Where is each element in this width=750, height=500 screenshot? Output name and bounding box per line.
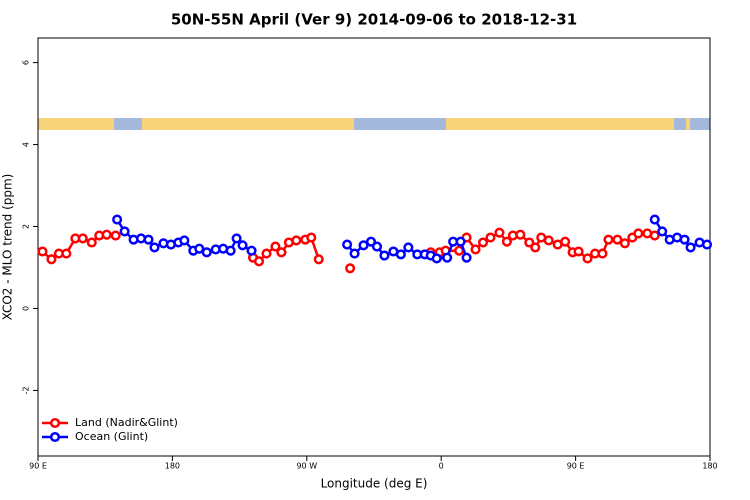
point	[77, 233, 88, 244]
point	[582, 253, 593, 264]
point	[253, 256, 265, 267]
point	[403, 242, 414, 253]
point	[597, 248, 608, 259]
point	[225, 245, 236, 256]
y-tick-label: 4	[22, 142, 31, 147]
point	[61, 248, 72, 259]
point	[119, 226, 130, 237]
point	[342, 239, 353, 250]
point	[276, 247, 287, 258]
point	[306, 232, 317, 243]
point	[143, 234, 154, 245]
point	[573, 246, 584, 257]
chart-title: 50N-55N April (Ver 9) 2014-09-06 to 2018…	[171, 11, 577, 29]
point	[345, 263, 356, 274]
point	[349, 248, 360, 259]
y-axis-label: XCO2 - MLO trend (ppm)	[1, 174, 15, 321]
point	[461, 252, 472, 263]
point	[291, 235, 302, 246]
point	[395, 249, 406, 260]
point	[501, 236, 512, 247]
x-tick-label: 90 W	[296, 462, 317, 471]
point	[603, 234, 614, 245]
point	[270, 241, 281, 252]
legend-marker	[49, 417, 61, 429]
legend-marker	[49, 431, 61, 443]
point	[701, 239, 713, 250]
point	[470, 244, 481, 255]
point	[679, 234, 690, 245]
point	[365, 236, 377, 247]
x-tick-label: 90 E	[29, 462, 47, 471]
point	[455, 236, 466, 247]
point	[37, 246, 48, 257]
y-tick-label: 2	[22, 224, 31, 229]
point	[313, 254, 324, 265]
point	[179, 235, 190, 246]
point	[237, 240, 248, 251]
point	[112, 214, 123, 225]
y-tick-label: 0	[22, 306, 31, 311]
point	[431, 253, 442, 264]
point	[530, 242, 541, 253]
legend-label: Ocean (Glint)	[75, 430, 148, 443]
point	[86, 237, 97, 248]
point	[371, 241, 383, 252]
legend-label: Land (Nadir&Glint)	[75, 416, 178, 429]
point	[358, 240, 369, 251]
point	[194, 243, 205, 254]
y-tick-label: 6	[22, 60, 31, 65]
x-tick-label: 0	[439, 462, 444, 471]
point	[649, 214, 660, 225]
point	[612, 234, 623, 245]
point	[46, 254, 57, 265]
point	[261, 248, 272, 259]
land-ocean-strip	[38, 118, 710, 130]
point	[543, 235, 554, 246]
point	[515, 229, 526, 240]
point	[110, 230, 121, 241]
x-axis-label: Longitude (deg E)	[321, 477, 428, 491]
x-tick-label: 180	[702, 462, 717, 471]
point	[477, 237, 489, 248]
point	[633, 228, 644, 239]
point	[524, 237, 535, 248]
point	[149, 242, 160, 253]
point	[246, 245, 257, 256]
point	[201, 247, 212, 258]
y-tick-label: -2	[22, 386, 31, 394]
point	[685, 242, 696, 253]
point	[649, 230, 660, 241]
x-tick-label: 180	[165, 462, 180, 471]
point	[442, 252, 453, 263]
point	[379, 250, 390, 261]
point	[485, 232, 496, 243]
point	[657, 226, 668, 237]
point	[231, 233, 242, 244]
point	[494, 227, 505, 238]
point	[560, 236, 571, 247]
point	[619, 238, 630, 249]
point	[101, 229, 112, 240]
x-tick-label: 90 E	[567, 462, 585, 471]
